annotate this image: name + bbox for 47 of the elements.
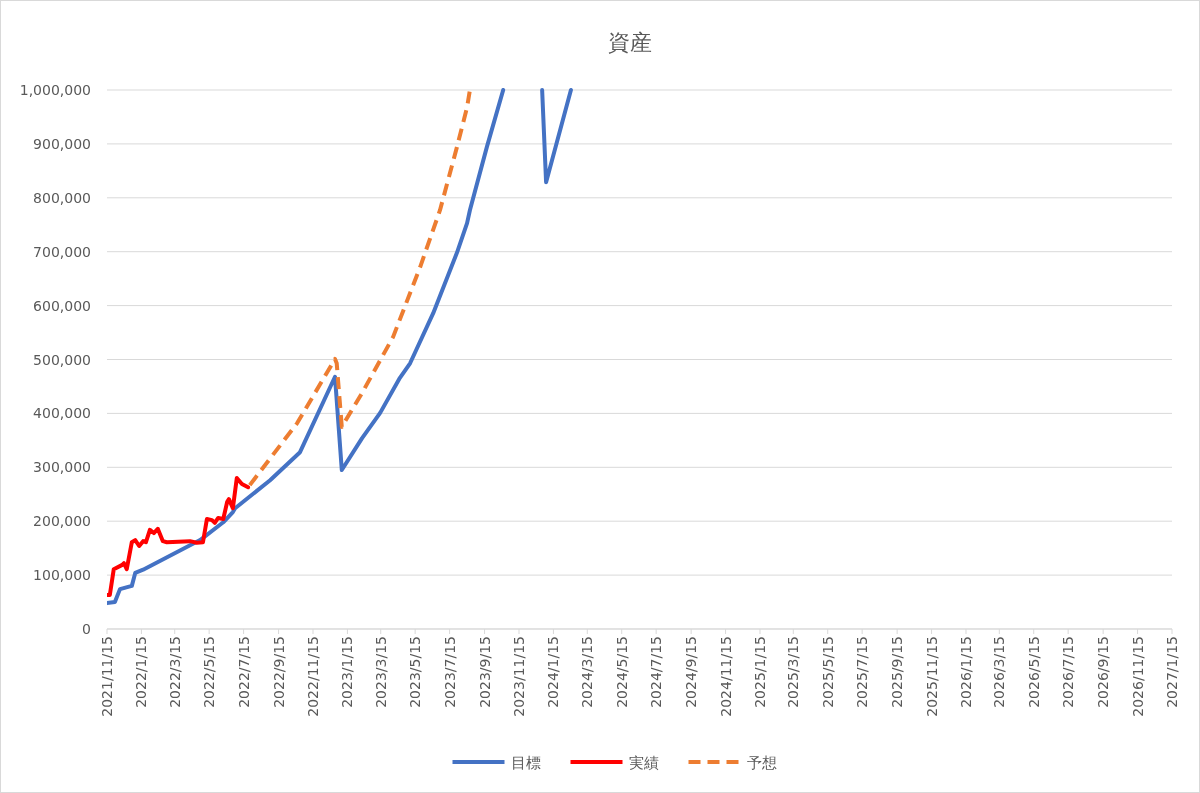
x-tick-label: 2025/11/15 <box>923 636 940 717</box>
x-tick-label: 2024/1/15 <box>545 636 562 708</box>
y-tick-label: 800,000 <box>33 189 91 206</box>
x-tick-label: 2024/5/15 <box>613 636 630 708</box>
y-tick-label: 1,000,000 <box>19 82 91 98</box>
x-tick-label: 2022/3/15 <box>166 636 183 708</box>
x-tick-label: 2024/11/15 <box>717 636 734 717</box>
x-tick-label: 2022/1/15 <box>133 636 150 708</box>
y-tick-label: 100,000 <box>33 567 91 584</box>
legend-label: 目標 <box>510 754 541 772</box>
x-tick-label: 2024/9/15 <box>683 636 700 708</box>
x-tick-label: 2024/3/15 <box>579 636 596 708</box>
legend-label: 予想 <box>746 754 777 772</box>
x-tick-label: 2027/1/15 <box>1164 636 1180 708</box>
y-tick-label: 200,000 <box>33 513 91 530</box>
x-tick-label: 2025/7/15 <box>854 636 871 708</box>
x-tick-label: 2022/9/15 <box>270 636 287 708</box>
x-tick-label: 2026/5/15 <box>1025 636 1042 708</box>
x-tick-label: 2022/11/15 <box>305 636 321 717</box>
x-tick-label: 2021/11/15 <box>99 636 115 717</box>
y-tick-label: 400,000 <box>33 405 91 422</box>
y-tick-label: 900,000 <box>33 135 91 152</box>
x-tick-label: 2023/5/15 <box>407 636 424 708</box>
x-tick-label: 2023/11/15 <box>511 636 527 717</box>
chart-title: 資産 <box>607 30 652 55</box>
x-tick-label: 2022/7/15 <box>235 636 252 708</box>
x-tick-label: 2023/3/15 <box>372 636 389 708</box>
x-tick-label: 2026/11/15 <box>1129 636 1146 717</box>
x-tick-label: 2026/9/15 <box>1095 636 1112 708</box>
x-tick-label: 2025/5/15 <box>819 636 836 708</box>
y-tick-label: 700,000 <box>33 243 91 260</box>
x-tick-label: 2023/1/15 <box>339 636 356 708</box>
x-tick-label: 2022/5/15 <box>201 636 218 708</box>
y-tick-label: 300,000 <box>33 459 91 476</box>
x-tick-label: 2023/7/15 <box>441 636 458 708</box>
x-tick-label: 2026/3/15 <box>991 636 1008 708</box>
x-tick-label: 2026/7/15 <box>1060 636 1077 708</box>
y-tick-label: 0 <box>82 621 91 637</box>
x-tick-label: 2023/9/15 <box>476 636 493 708</box>
x-tick-label: 2025/3/15 <box>785 636 802 708</box>
y-tick-label: 500,000 <box>33 351 91 368</box>
x-tick-label: 2025/1/15 <box>752 636 768 708</box>
x-tick-label: 2024/7/15 <box>648 636 665 708</box>
y-tick-label: 600,000 <box>33 297 91 314</box>
legend-label: 実績 <box>628 754 659 772</box>
x-tick-label: 2025/9/15 <box>889 636 906 708</box>
x-tick-label: 2026/1/15 <box>958 636 974 708</box>
